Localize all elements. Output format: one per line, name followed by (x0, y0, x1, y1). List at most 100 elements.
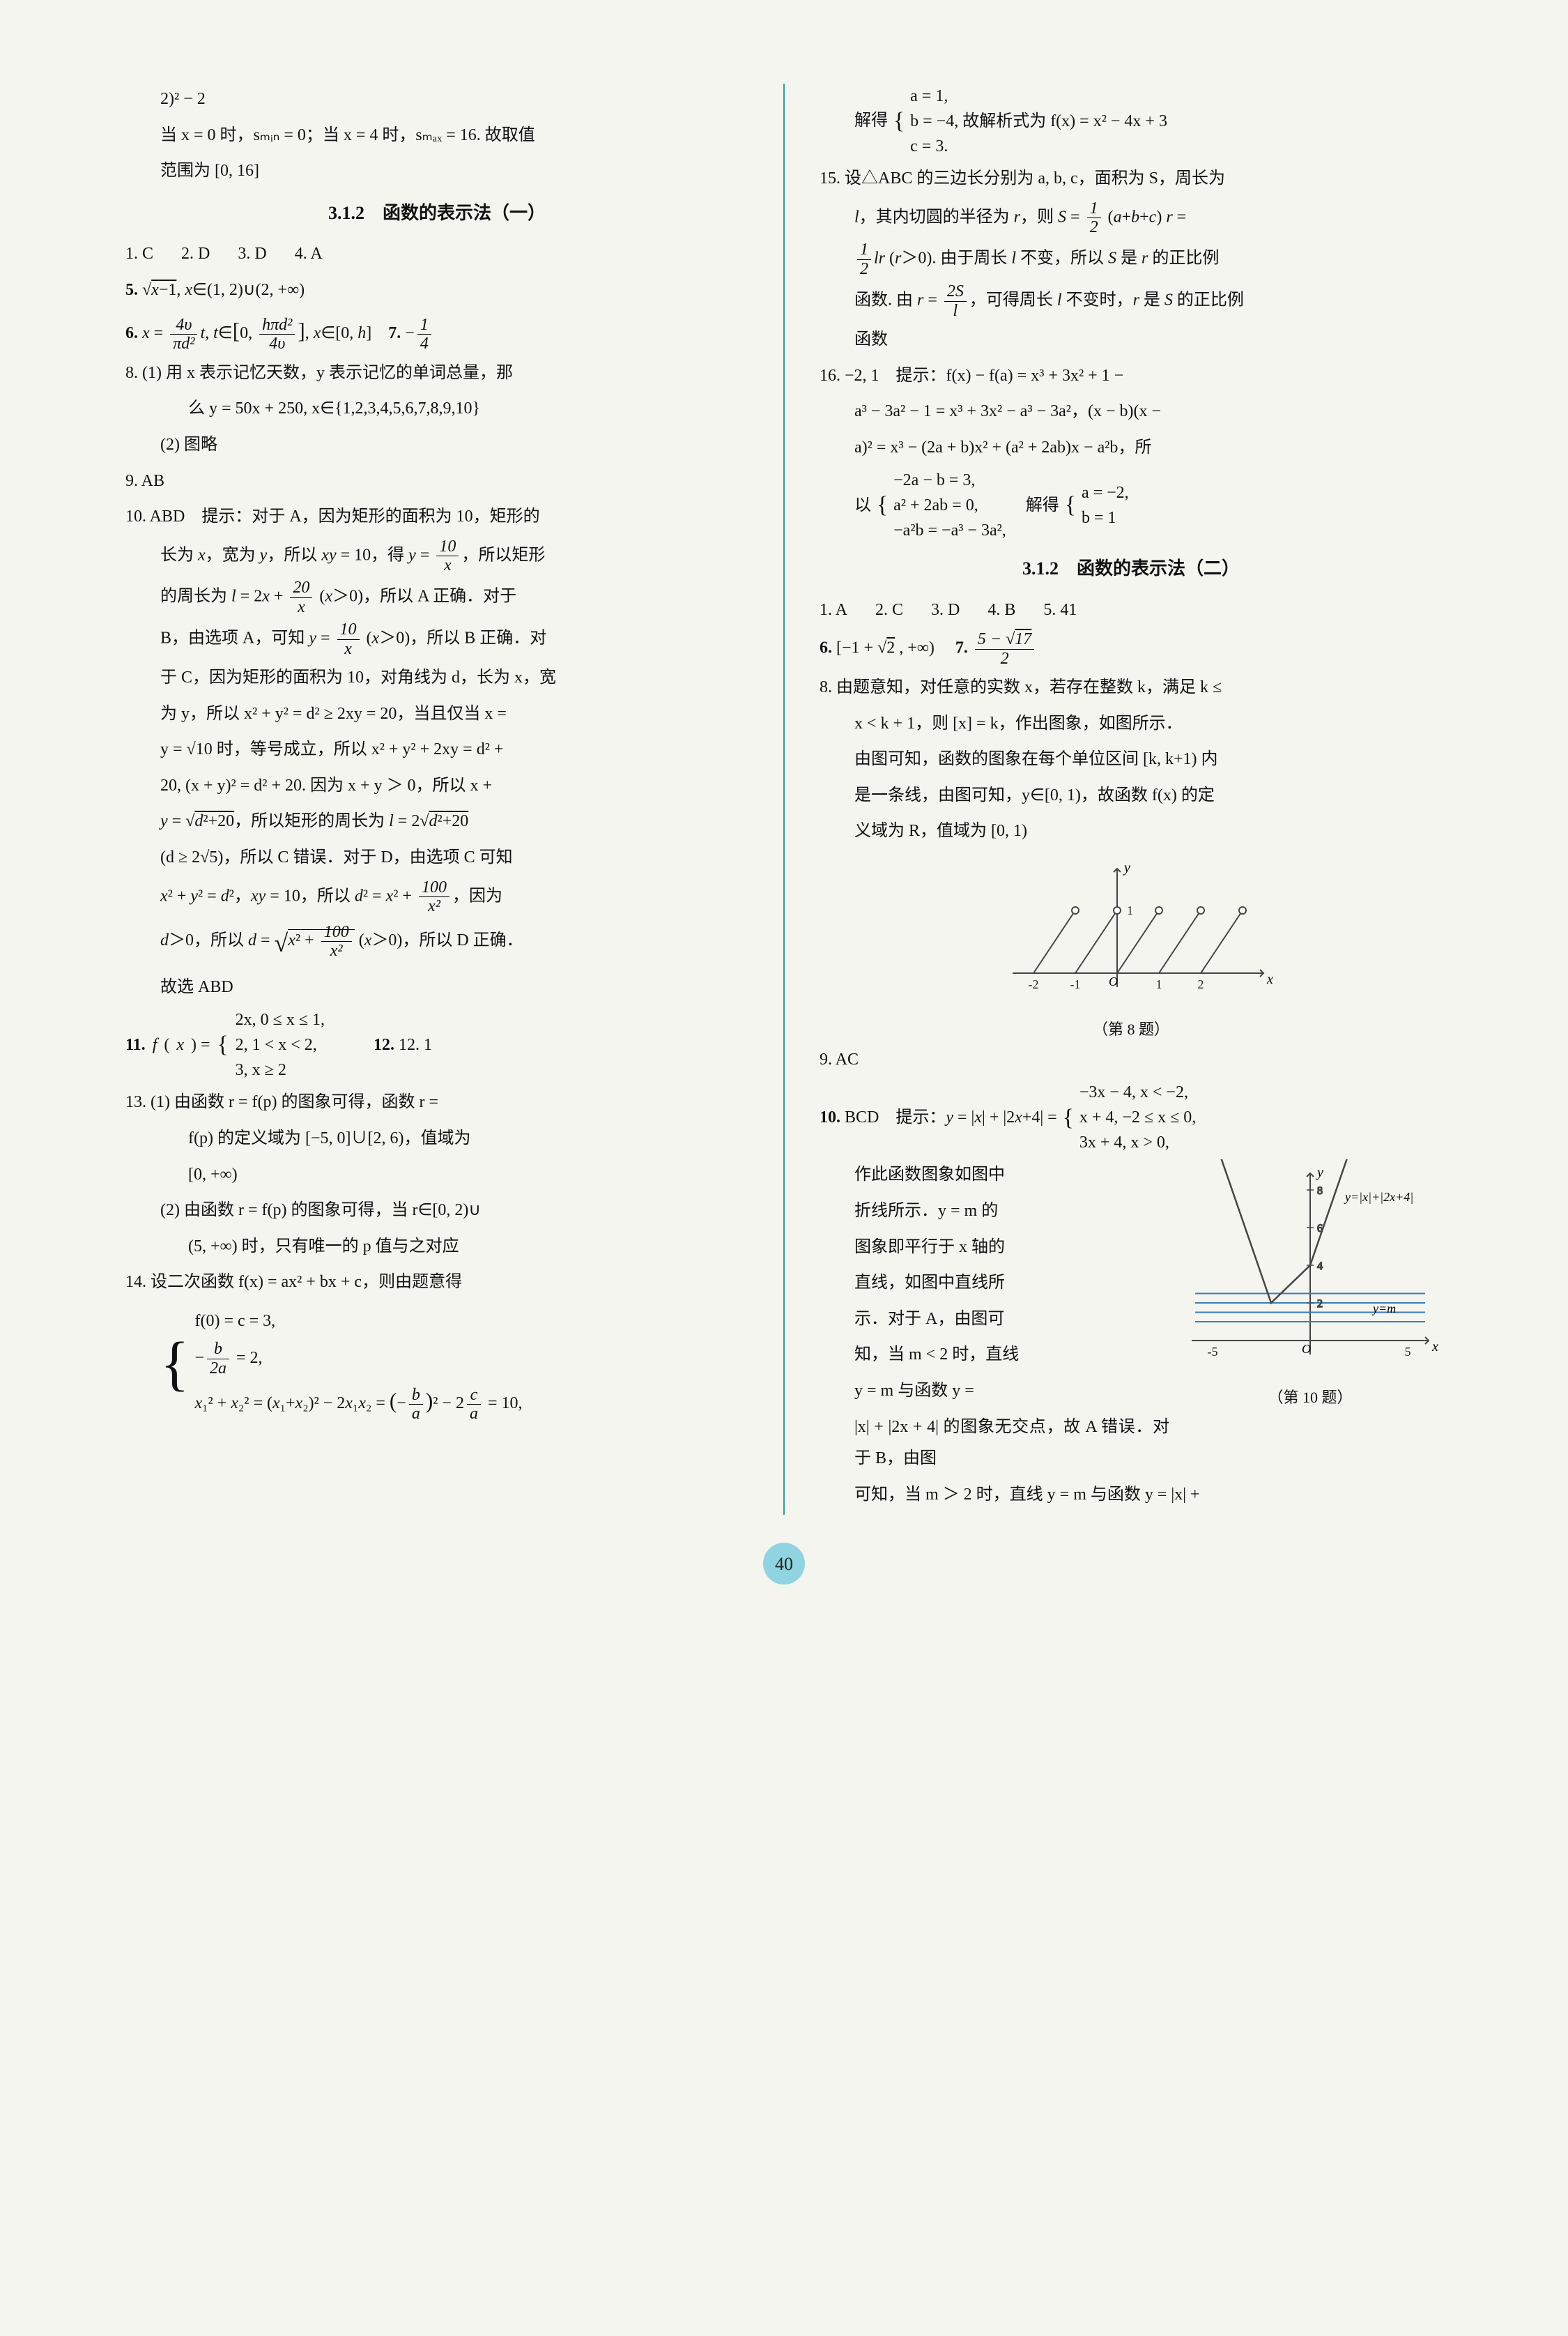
q11-q12: 11. f(x) = { 2x, 0 ≤ x ≤ 1, 2, 1 < x < 2… (125, 1007, 748, 1083)
svg-text:O: O (1109, 975, 1118, 988)
svg-text:5: 5 (1405, 1345, 1411, 1359)
q10-13: 故选 ABD (125, 972, 748, 1004)
q10-3: 的周长为 l = 2x + 20x (x＞0)，所以 A 正确．对于 (125, 579, 748, 616)
q16d-r1: −2a − b = 3, (893, 471, 975, 489)
pre-l1: 2)² − 2 (125, 84, 748, 116)
q14-r1: f(0) = c = 3, (194, 1312, 275, 1330)
q14c-r3: c = 3. (910, 137, 948, 155)
q16d-r3: −a²b = −a³ − 3a², (893, 521, 1006, 540)
q15a: 15. 设△ABC 的三边长分别为 a, b, c，面积为 S，周长为 (820, 163, 1443, 195)
q11-r2: 2, 1 < x < 2, (236, 1036, 317, 1054)
r-q9: 9. AC (820, 1044, 1443, 1076)
q13c: [0, +∞) (125, 1159, 748, 1191)
q10-9: y = √d²+20，所以矩形的周长为 l = 2√d²+20 (125, 806, 748, 838)
r-q6-q7: 6. [−1 + √2 , +∞) 7. 5 − √172 (820, 630, 1443, 668)
chart-q8-caption: （第 8 题） (820, 1015, 1443, 1044)
section-title-1: 3.1.2 函数的表示法（一） (125, 196, 748, 230)
q8a: 8. (1) 用 x 表示记忆天数，y 表示记忆的单词总量，那 (125, 358, 748, 390)
q6-q7: 6. x = 4υπd²t, t∈[0, hπd²4υ], x∈[0, h] 7… (125, 310, 748, 353)
q12: 12. 1 (399, 1036, 432, 1054)
q16d-s1: a = −2, (1082, 484, 1129, 502)
q1: 1. C (125, 238, 153, 270)
q14-sol-head: 解得 (854, 105, 888, 137)
svg-text:1: 1 (1156, 977, 1162, 991)
chart-q10: 2468 -55 x y O y=|x|+|2x+4| y=m (1178, 1159, 1443, 1368)
q9: 9. AB (125, 466, 748, 498)
r-q2: 2. C (875, 595, 903, 627)
q14c-r2: b = −4, 故解析式为 f(x) = x² − 4x + 3 (910, 112, 1167, 130)
r-q8c: 由图可知，函数的图象在每个单位区间 [k, k+1) 内 (820, 744, 1443, 776)
r-q8e: 义域为 R，值域为 [0, 1) (820, 816, 1443, 848)
q13d: (2) 由函数 r = f(p) 的图象可得，当 r∈[0, 2)∪ (125, 1195, 748, 1227)
svg-text:-1: -1 (1070, 977, 1081, 991)
r-q10-head: 10. BCD 提示：y = |x| + |2x+4| = { −3x − 4,… (820, 1080, 1443, 1155)
q16a: 16. −2, 1 提示：f(x) − f(a) = x³ + 3x² + 1 … (820, 360, 1443, 392)
chart-q10-wrap: 2468 -55 x y O y=|x|+|2x+4| y=m （第 10 题） (1178, 1159, 1443, 1412)
q10-7: y = √10 时，等号成立，所以 x² + y² + 2xy = d² + (125, 734, 748, 766)
r-q3: 3. D (931, 595, 960, 627)
q15b: l，其内切圆的半径为 r，则 S = 12 (a+b+c) r = (820, 199, 1443, 237)
section-title-2: 3.1.2 函数的表示法（二） (820, 551, 1443, 586)
q10-1: 10. ABD 提示：对于 A，因为矩形的面积为 10，矩形的 (125, 501, 748, 533)
svg-text:2: 2 (1317, 1298, 1323, 1310)
q10-2: 长为 x，宽为 y，所以 xy = 10，得 y = 10x，所以矩形 (125, 537, 748, 575)
chart10-label-curve: y=|x|+|2x+4| (1344, 1190, 1413, 1204)
chart-q10-caption: （第 10 题） (1178, 1383, 1443, 1412)
r-q8a: 8. 由题意知，对任意的实数 x，若存在整数 k，满足 k ≤ (820, 672, 1443, 704)
answers-1-5: 1. A 2. C 3. D 4. B 5. 41 (820, 595, 1443, 627)
svg-text:1: 1 (1127, 903, 1133, 917)
q14-sys: { f(0) = c = 3, −b2a = 2, x₁² + x₂² = (x… (125, 1303, 748, 1426)
q8b: 么 y = 50x + 250, x∈{1,2,3,4,5,6,7,8,9,10… (125, 393, 748, 425)
r-q8b: x < k + 1，则 [x] = k，作出图象，如图所示． (820, 708, 1443, 740)
pre-l3: 范围为 [0, 16] (125, 155, 748, 188)
svg-text:y: y (1316, 1165, 1323, 1180)
q15c: 12lr (r＞0). 由于周长 l 不变，所以 S 是 r 的正比例 (820, 241, 1443, 278)
r-q5: 5. 41 (1043, 595, 1077, 627)
r-q4: 4. B (987, 595, 1015, 627)
q14c-r1: a = 1, (910, 87, 948, 105)
r-q10-p8: |x| + |2x + 4| 的图象无交点，故 A 错误．对于 B，由图 (820, 1412, 1443, 1475)
r-q10-wrap: 2468 -55 x y O y=|x|+|2x+4| y=m （第 10 题）… (820, 1159, 1443, 1515)
q10-8: 20, (x + y)² = d² + 20. 因为 x + y ＞ 0，所以 … (125, 770, 748, 802)
q15d: 函数. 由 r = 2Sl，可得周长 l 不变时，r 是 S 的正比例 (820, 282, 1443, 320)
q3: 3. D (238, 238, 266, 270)
q15e: 函数 (820, 324, 1443, 356)
q8c: (2) 图略 (125, 429, 748, 461)
r-q8d: 是一条线，由图可知，y∈[0, 1)，故函数 f(x) 的定 (820, 780, 1443, 812)
right-column: 解得 { a = 1, b = −4, 故解析式为 f(x) = x² − 4x… (820, 84, 1443, 1515)
q16d-s2: b = 1 (1082, 509, 1116, 527)
q10-4: B，由选项 A，可知 y = 10x (x＞0)，所以 B 正确．对 (125, 620, 748, 658)
svg-text:2: 2 (1198, 977, 1204, 991)
q10-6: 为 y，所以 x² + y² = d² ≥ 2xy = 20，当且仅当 x = (125, 698, 748, 731)
left-column: 2)² − 2 当 x = 0 时，sₘᵢₙ = 0；当 x = 4 时，sₘₐ… (125, 84, 748, 1515)
q10-5: 于 C，因为矩形的面积为 10，对角线为 d，长为 x，宽 (125, 662, 748, 694)
q16c: a)² = x³ − (2a + b)x² + (a² + 2ab)x − a²… (820, 432, 1443, 464)
answers-1-4: 1. C 2. D 3. D 4. A (125, 238, 748, 270)
q14a: 14. 设二次函数 f(x) = ax² + bx + c，则由题意得 (125, 1267, 748, 1299)
q11-r3: 3, x ≥ 2 (236, 1061, 286, 1079)
pre-l2: 当 x = 0 时，sₘᵢₙ = 0；当 x = 4 时，sₘₐₓ = 16. … (125, 120, 748, 152)
svg-text:x: x (1266, 972, 1273, 987)
svg-text:-2: -2 (1029, 977, 1039, 991)
svg-text:x: x (1431, 1339, 1438, 1354)
q11-r1: 2x, 0 ≤ x ≤ 1, (236, 1011, 325, 1029)
r-q10-r2: x + 4, −2 ≤ x ≤ 0, (1079, 1108, 1196, 1127)
q16d: 以 { −2a − b = 3, a² + 2ab = 0, −a²b = −a… (820, 468, 1443, 543)
q13b: f(p) 的定义域为 [−5, 0]∪[2, 6)，值域为 (125, 1123, 748, 1155)
r-q1: 1. A (820, 595, 847, 627)
q13e: (5, +∞) 时，只有唯一的 p 值与之对应 (125, 1231, 748, 1263)
q10-11: x² + y² = d²，xy = 10，所以 d² = x² + 100x²，… (125, 878, 748, 916)
q14-sol: 解得 { a = 1, b = −4, 故解析式为 f(x) = x² − 4x… (820, 84, 1443, 159)
page-number-badge: 40 (763, 1543, 805, 1585)
svg-text:-5: -5 (1208, 1345, 1218, 1359)
q16d-head: 以 (854, 490, 871, 522)
r-q10-r3: 3x + 4, x > 0, (1079, 1133, 1169, 1152)
q2: 2. D (181, 238, 210, 270)
svg-text:8: 8 (1317, 1185, 1323, 1197)
chart-q8: -2-1121 x y O (985, 855, 1277, 1008)
svg-text:O: O (1302, 1342, 1311, 1356)
svg-text:4: 4 (1317, 1260, 1323, 1272)
q5: 5. √x−1, x∈(1, 2)∪(2, +∞) (125, 275, 748, 307)
column-divider (783, 84, 785, 1515)
q10-10: (d ≥ 2√5)，所以 C 错误．对于 D，由选项 C 可知 (125, 842, 748, 874)
